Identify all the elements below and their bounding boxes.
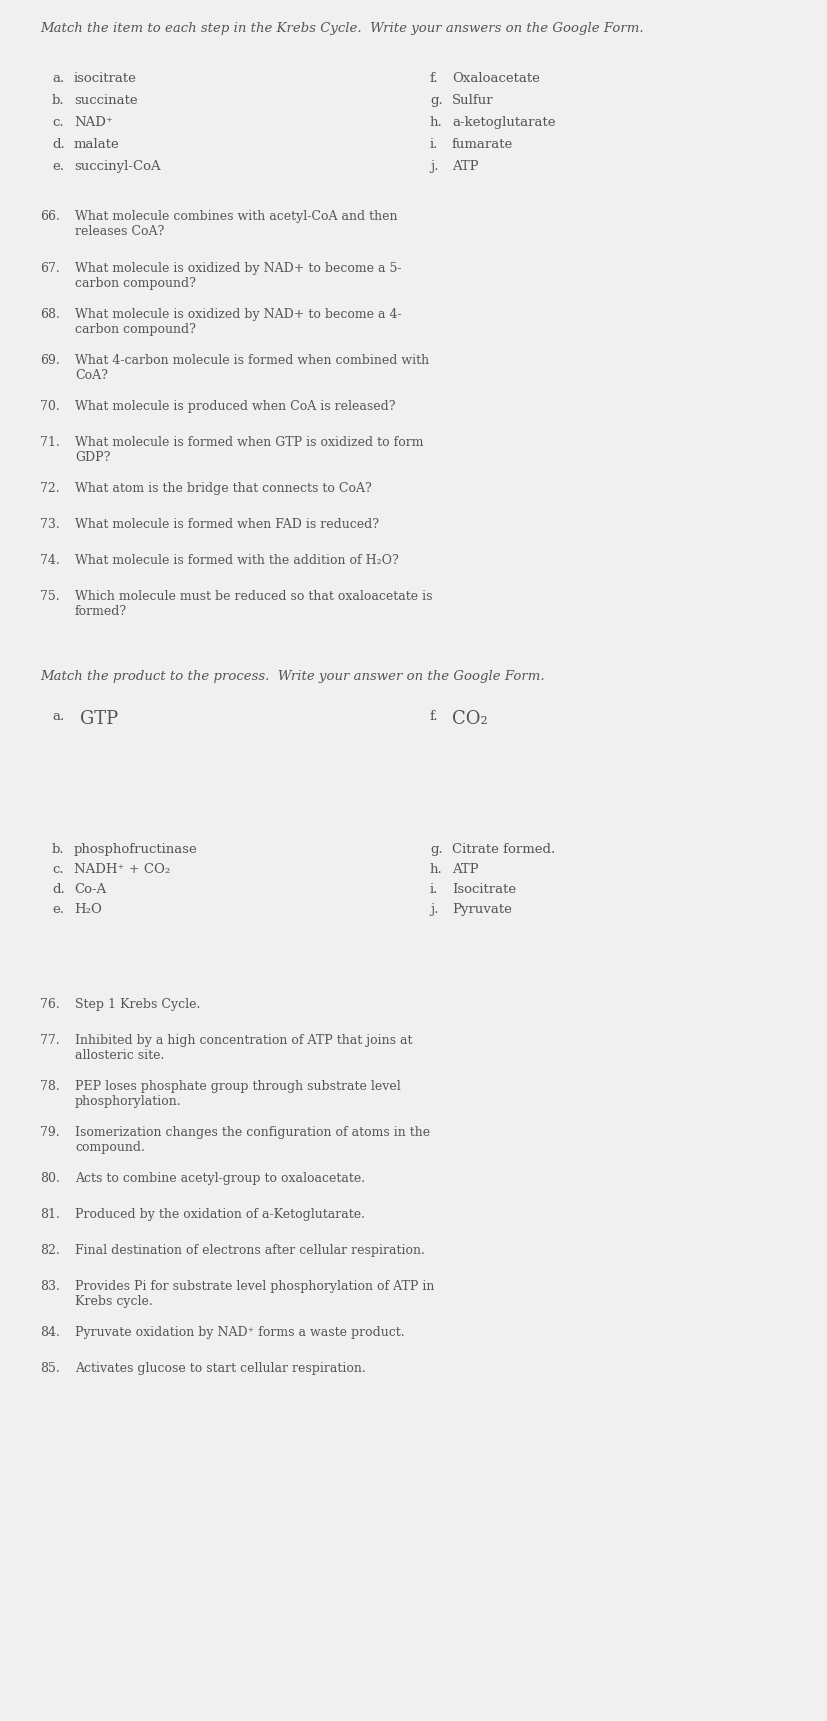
Text: 72.: 72. (40, 482, 60, 496)
Text: 81.: 81. (40, 1208, 60, 1220)
Text: Inhibited by a high concentration of ATP that joins at
allosteric site.: Inhibited by a high concentration of ATP… (75, 1034, 412, 1062)
Text: GTP: GTP (80, 711, 118, 728)
Text: d.: d. (52, 138, 65, 151)
Text: Which molecule must be reduced so that oxaloacetate is
formed?: Which molecule must be reduced so that o… (75, 590, 432, 618)
Text: 69.: 69. (40, 355, 60, 367)
Text: What atom is the bridge that connects to CoA?: What atom is the bridge that connects to… (75, 482, 371, 496)
Text: Pyruvate oxidation by NAD⁺ forms a waste product.: Pyruvate oxidation by NAD⁺ forms a waste… (75, 1325, 404, 1339)
Text: g.: g. (429, 843, 442, 855)
Text: What molecule is formed with the addition of H₂O?: What molecule is formed with the additio… (75, 554, 399, 566)
Text: 66.: 66. (40, 210, 60, 224)
Text: ATP: ATP (452, 862, 478, 876)
Text: phosphofructinase: phosphofructinase (74, 843, 198, 855)
Text: 76.: 76. (40, 998, 60, 1010)
Text: What molecule is oxidized by NAD+ to become a 5-
carbon compound?: What molecule is oxidized by NAD+ to bec… (75, 262, 401, 291)
Text: e.: e. (52, 904, 64, 916)
Text: Citrate formed.: Citrate formed. (452, 843, 555, 855)
Text: succinate: succinate (74, 95, 137, 107)
Text: 82.: 82. (40, 1244, 60, 1256)
Text: 73.: 73. (40, 518, 60, 532)
Text: d.: d. (52, 883, 65, 897)
Text: What molecule is oxidized by NAD+ to become a 4-
carbon compound?: What molecule is oxidized by NAD+ to bec… (75, 308, 401, 336)
Text: PEP loses phosphate group through substrate level
phosphorylation.: PEP loses phosphate group through substr… (75, 1081, 400, 1108)
Text: a.: a. (52, 72, 65, 84)
Text: Step 1 Krebs Cycle.: Step 1 Krebs Cycle. (75, 998, 200, 1010)
Text: 78.: 78. (40, 1081, 60, 1093)
Text: 70.: 70. (40, 399, 60, 413)
Text: Sulfur: Sulfur (452, 95, 493, 107)
Text: Acts to combine acetyl-group to oxaloacetate.: Acts to combine acetyl-group to oxaloace… (75, 1172, 365, 1186)
Text: What molecule combines with acetyl-CoA and then
releases CoA?: What molecule combines with acetyl-CoA a… (75, 210, 397, 237)
Text: h.: h. (429, 115, 442, 129)
Text: i.: i. (429, 883, 437, 897)
Text: f.: f. (429, 72, 438, 84)
Text: Oxaloacetate: Oxaloacetate (452, 72, 539, 84)
Text: b.: b. (52, 843, 65, 855)
Text: ATP: ATP (452, 160, 478, 174)
Text: a.: a. (52, 711, 65, 723)
Text: 84.: 84. (40, 1325, 60, 1339)
Text: What molecule is formed when FAD is reduced?: What molecule is formed when FAD is redu… (75, 518, 379, 532)
Text: c.: c. (52, 862, 64, 876)
Text: f.: f. (429, 711, 438, 723)
Text: What molecule is formed when GTP is oxidized to form
GDP?: What molecule is formed when GTP is oxid… (75, 435, 423, 465)
Text: a-ketoglutarate: a-ketoglutarate (452, 115, 555, 129)
Text: 74.: 74. (40, 554, 60, 566)
Text: fumarate: fumarate (452, 138, 513, 151)
Text: Produced by the oxidation of a-Ketoglutarate.: Produced by the oxidation of a-Ketogluta… (75, 1208, 365, 1220)
Text: Match the item to each step in the Krebs Cycle.  Write your answers on the Googl: Match the item to each step in the Krebs… (40, 22, 643, 34)
Text: e.: e. (52, 160, 64, 174)
Text: What molecule is produced when CoA is released?: What molecule is produced when CoA is re… (75, 399, 395, 413)
Text: 68.: 68. (40, 308, 60, 322)
Text: Co-A: Co-A (74, 883, 106, 897)
Text: isocitrate: isocitrate (74, 72, 136, 84)
Text: 85.: 85. (40, 1361, 60, 1375)
Text: NADH⁺ + CO₂: NADH⁺ + CO₂ (74, 862, 170, 876)
Text: Final destination of electrons after cellular respiration.: Final destination of electrons after cel… (75, 1244, 424, 1256)
Text: 83.: 83. (40, 1280, 60, 1292)
Text: j.: j. (429, 160, 438, 174)
Text: c.: c. (52, 115, 64, 129)
Text: Activates glucose to start cellular respiration.: Activates glucose to start cellular resp… (75, 1361, 366, 1375)
Text: i.: i. (429, 138, 437, 151)
Text: Match the product to the process.  Write your answer on the Google Form.: Match the product to the process. Write … (40, 669, 544, 683)
Text: 71.: 71. (40, 435, 60, 449)
Text: CO₂: CO₂ (452, 711, 487, 728)
Text: Provides Pi for substrate level phosphorylation of ATP in
Krebs cycle.: Provides Pi for substrate level phosphor… (75, 1280, 434, 1308)
Text: 79.: 79. (40, 1126, 60, 1139)
Text: What 4-carbon molecule is formed when combined with
CoA?: What 4-carbon molecule is formed when co… (75, 355, 428, 382)
Text: succinyl-CoA: succinyl-CoA (74, 160, 160, 174)
Text: 80.: 80. (40, 1172, 60, 1186)
Text: malate: malate (74, 138, 120, 151)
Text: g.: g. (429, 95, 442, 107)
Text: 75.: 75. (40, 590, 60, 602)
Text: j.: j. (429, 904, 438, 916)
Text: Pyruvate: Pyruvate (452, 904, 511, 916)
Text: h.: h. (429, 862, 442, 876)
Text: H₂O: H₂O (74, 904, 102, 916)
Text: 77.: 77. (40, 1034, 60, 1046)
Text: Isomerization changes the configuration of atoms in the
compound.: Isomerization changes the configuration … (75, 1126, 429, 1155)
Text: Isocitrate: Isocitrate (452, 883, 515, 897)
Text: 67.: 67. (40, 262, 60, 275)
Text: b.: b. (52, 95, 65, 107)
Text: NAD⁺: NAD⁺ (74, 115, 112, 129)
